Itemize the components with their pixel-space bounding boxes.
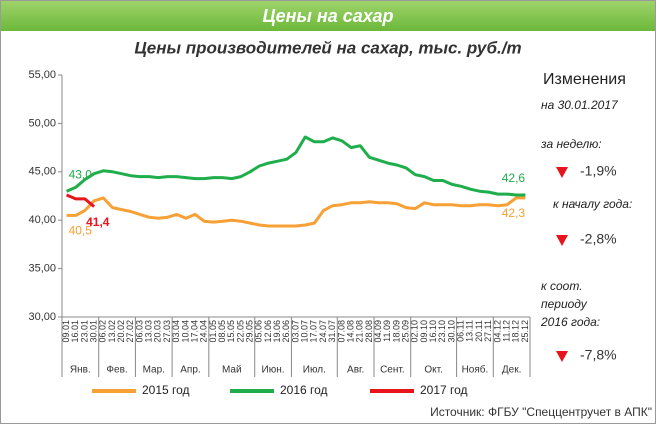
x-tick-label: 27.11: [483, 320, 493, 342]
y-tick-label: 35,00: [28, 263, 56, 275]
x-tick-label: 24.07: [318, 320, 328, 343]
x-tick-label: 26.06: [281, 320, 291, 343]
series-line: [66, 193, 96, 208]
chart-title: Цены на сахар: [262, 6, 393, 26]
x-tick-label: 15.05: [226, 320, 236, 343]
x-tick-label: 20.03: [153, 320, 163, 343]
x-tick-label: 09.01: [61, 320, 71, 343]
change-value: -7,8%: [580, 347, 617, 363]
y-tick-label: 55,00: [28, 69, 56, 81]
data-label: 41,4: [86, 215, 110, 229]
y-tick-label: 45,00: [28, 166, 56, 178]
x-tick-label: 01.05: [208, 320, 218, 343]
x-tick-label: 19.06: [272, 320, 282, 343]
x-tick-label: 17.04: [189, 320, 199, 343]
month-label: Май: [222, 365, 242, 376]
x-tick-label: 03.07: [290, 320, 300, 343]
series-line: [66, 196, 526, 228]
header: [1, 1, 655, 31]
month-label: Нояб.: [462, 364, 489, 376]
x-tick-label: 14.08: [345, 320, 355, 343]
x-tick-label: 12.06: [263, 320, 273, 343]
change-label: периоду: [541, 297, 588, 311]
x-tick-label: 30.01: [88, 320, 98, 343]
month-label: Янв.: [70, 365, 91, 376]
x-tick-label: 29.05: [244, 320, 254, 343]
x-tick-label: 21.08: [355, 320, 365, 343]
down-triangle: [556, 167, 568, 178]
month-label: Сент.: [380, 365, 405, 376]
x-tick-label: 13.03: [144, 320, 154, 343]
down-triangle: [556, 351, 568, 362]
x-tick-label: 23.10: [437, 320, 447, 343]
data-label: 43,0: [69, 167, 93, 181]
legend-label: 2016 год: [280, 383, 328, 397]
change-label: к соот.: [541, 279, 583, 293]
x-tick-label: 23.01: [79, 320, 89, 343]
source: Источник: ФГБУ "Спеццентручет в АПК": [430, 405, 652, 419]
x-tick-label: 04.12: [492, 320, 502, 343]
month-label: Окт.: [424, 365, 443, 376]
changes-title: Изменения: [543, 71, 626, 88]
x-tick-label: 17.07: [309, 320, 319, 343]
x-tick-label: 11.09: [382, 320, 392, 342]
change-label: за неделю:: [540, 137, 602, 151]
x-tick-label: 16.10: [428, 320, 438, 343]
legend-label: 2017 год: [420, 383, 468, 397]
chart-subtitle: Цены производителей на сахар, тыс. руб./…: [134, 38, 521, 57]
x-tick-label: 20.11: [474, 320, 484, 342]
x-tick-label: 03.04: [171, 320, 181, 343]
x-tick-label: 27.03: [162, 320, 172, 343]
x-tick-label: 08.05: [217, 320, 227, 343]
month-label: Апр.: [180, 365, 200, 376]
y-tick-label: 40,00: [28, 214, 56, 226]
x-tick-label: 04.09: [373, 320, 383, 343]
x-tick-label: 13.11: [465, 320, 475, 342]
x-tick-label: 10.07: [300, 320, 310, 343]
change-label: 2016 года:: [540, 315, 600, 329]
month-label: Дек.: [502, 365, 522, 376]
month-label: Июл.: [303, 365, 326, 376]
x-tick-label: 20.02: [116, 320, 126, 343]
data-label: 42,6: [502, 171, 526, 185]
x-tick-label: 24.04: [199, 320, 209, 343]
x-tick-label: 09.10: [419, 320, 429, 343]
x-tick-label: 06.11: [456, 320, 466, 342]
x-tick-label: 02.10: [410, 320, 420, 343]
x-tick-label: 18.12: [511, 320, 521, 343]
legend-label: 2015 год: [142, 383, 190, 397]
change-value: -2,8%: [580, 231, 617, 247]
month-label: Авг.: [347, 365, 364, 376]
x-tick-label: 30.10: [446, 320, 456, 343]
x-tick-label: 18.09: [391, 320, 401, 343]
x-tick-label: 06.02: [98, 320, 108, 343]
x-tick-label: 31.07: [327, 320, 337, 343]
x-tick-label: 10.04: [180, 320, 190, 343]
x-tick-label: 25.12: [520, 320, 530, 343]
x-tick-label: 13.02: [107, 320, 117, 343]
changes-date: на 30.01.2017: [541, 98, 619, 112]
x-tick-label: 11.12: [501, 320, 511, 342]
x-tick-label: 27.02: [125, 320, 135, 343]
x-tick-label: 28.08: [364, 320, 374, 343]
data-label: 42,3: [502, 206, 526, 220]
x-tick-label: 22.05: [235, 320, 245, 343]
x-tick-label: 05.06: [254, 320, 264, 343]
change-value: -1,9%: [580, 163, 617, 179]
month-label: Июн.: [262, 365, 285, 376]
x-tick-label: 06.03: [134, 320, 144, 343]
y-tick-label: 30,00: [28, 311, 56, 323]
y-tick-label: 50,00: [28, 117, 56, 129]
x-tick-label: 25.09: [400, 320, 410, 343]
series-line: [66, 135, 526, 197]
x-tick-label: 07.08: [336, 320, 346, 343]
down-triangle: [556, 235, 568, 246]
month-label: Мар.: [143, 365, 165, 376]
month-label: Фев.: [106, 365, 127, 376]
x-tick-label: 16.01: [70, 320, 80, 343]
data-label: 40,5: [69, 224, 93, 238]
change-label: к началу года:: [553, 197, 632, 211]
